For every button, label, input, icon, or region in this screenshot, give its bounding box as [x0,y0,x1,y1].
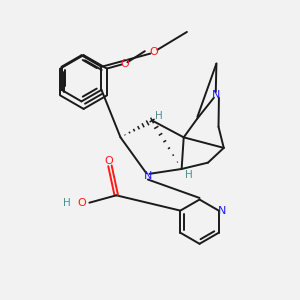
Text: N: N [218,206,227,216]
Text: H: H [185,170,193,180]
Text: N: N [144,171,152,181]
Text: O: O [104,156,113,166]
Text: H: H [155,111,163,121]
Text: N: N [212,90,220,100]
Text: H: H [63,198,71,208]
Text: O: O [150,47,159,57]
Text: O: O [77,198,86,208]
Text: O: O [120,59,129,69]
